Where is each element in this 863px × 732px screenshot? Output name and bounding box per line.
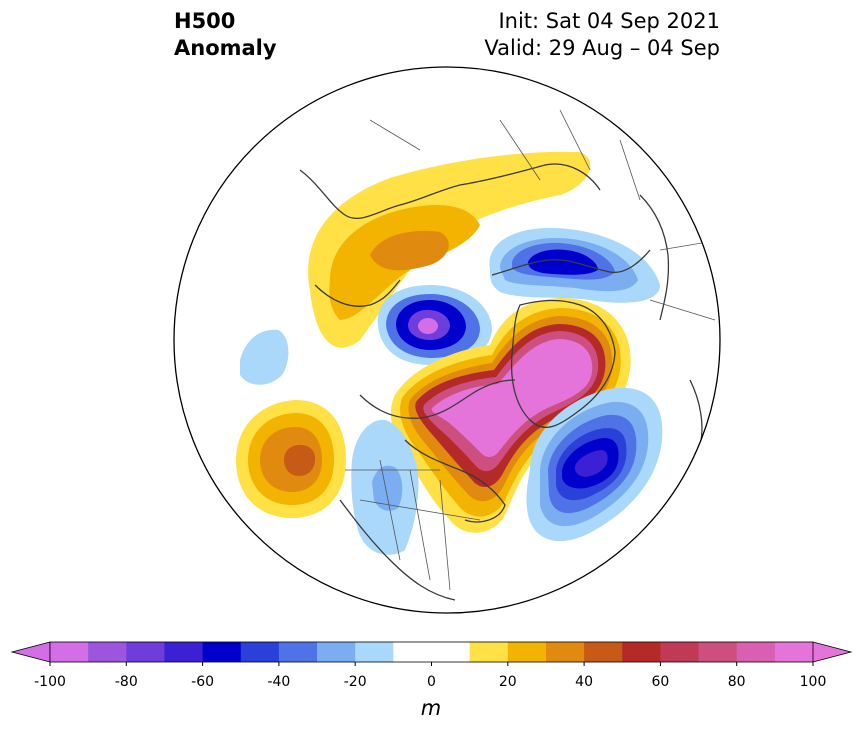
title-left: H500 Anomaly (174, 8, 277, 62)
colorbar-segment (126, 642, 165, 662)
colorbar-tick-label: 0 (427, 674, 436, 690)
colorbar-segment (431, 642, 471, 662)
colorbar-tick-label: -40 (267, 674, 291, 690)
colorbar-tick-label: -100 (34, 674, 66, 690)
anomaly-barents-negative (489, 228, 660, 303)
colorbar-segment (698, 642, 738, 662)
coastlines (299, 163, 703, 601)
colorbar-segment (88, 642, 127, 662)
polar-map (173, 66, 721, 614)
colorbar-tick-label: 100 (799, 674, 827, 690)
colorbar-segment (774, 642, 814, 662)
colorbar-tick-label: -80 (114, 674, 138, 690)
colorbar-tick-label: -60 (191, 674, 215, 690)
colorbar-extend-max (812, 641, 853, 663)
anomaly-beaufort-negative (377, 285, 492, 365)
colorbar-segment (507, 642, 547, 662)
anomaly-alaska-positive (236, 400, 346, 518)
colorbar-segment (393, 642, 432, 662)
colorbar-segment (469, 642, 509, 662)
colorbar-tick-label: 60 (651, 674, 670, 690)
colorbar-segment (240, 642, 280, 662)
political-boundaries (345, 109, 720, 591)
colorbar-segment (355, 642, 394, 662)
colorbar-segment (622, 642, 661, 662)
anomaly-westna-core (372, 465, 403, 511)
colorbar-segment (50, 642, 89, 662)
colorbar-tick-label: -20 (343, 674, 367, 690)
colorbar-segment (736, 642, 776, 662)
valid-period: Valid: 29 Aug – 04 Sep (484, 36, 720, 60)
anomaly-siberia-positive (308, 151, 591, 348)
colorbar-segment (317, 642, 356, 662)
anomaly-greenland-positive (390, 298, 631, 533)
colorbar-segment (545, 642, 585, 662)
colorbar (10, 641, 853, 666)
title-variable: H500 (174, 9, 236, 33)
colorbar-tick-label: 80 (727, 674, 746, 690)
anomaly-fill (236, 109, 720, 601)
anomaly-atlantic-negative (526, 387, 663, 542)
anomaly-bering-negative (240, 329, 289, 385)
title-right: Init: Sat 04 Sep 2021 Valid: 29 Aug – 04… (484, 8, 720, 62)
colorbar-segment (202, 642, 242, 662)
title-field: Anomaly (174, 36, 277, 60)
init-time: Init: Sat 04 Sep 2021 (498, 9, 720, 33)
globe-border (173, 66, 721, 614)
colorbar-tick-label: 20 (498, 674, 517, 690)
colorbar-segment (584, 642, 623, 662)
colorbar-tick-label: 40 (575, 674, 594, 690)
colorbar-unit: m (420, 696, 442, 720)
colorbar-extend-min (10, 641, 51, 663)
colorbar-segment (278, 642, 318, 662)
colorbar-segment (660, 642, 700, 662)
colorbar-segment (164, 642, 204, 662)
